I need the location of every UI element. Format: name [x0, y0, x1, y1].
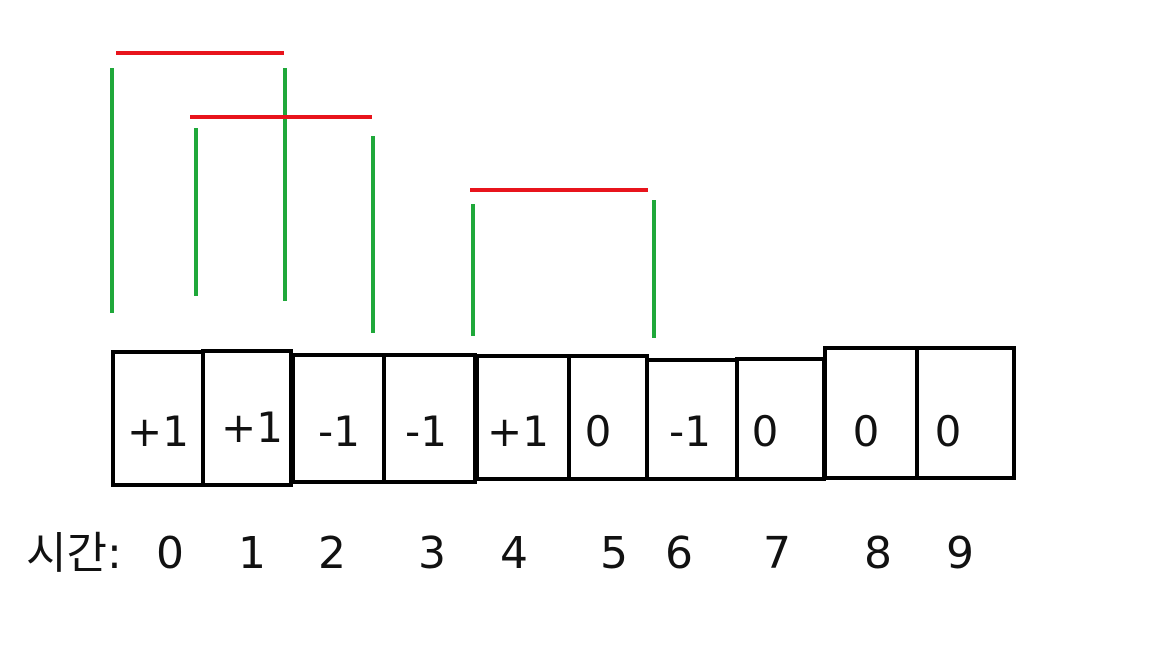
cell-2: -1 [291, 353, 386, 484]
cell-3-value: -1 [405, 407, 447, 456]
cell-2-value: -1 [318, 407, 360, 456]
cell-9: 0 [915, 346, 1016, 480]
time-tick-0: 0 [156, 528, 184, 579]
time-tick-7: 7 [763, 528, 791, 579]
cell-8: 0 [823, 346, 919, 480]
cell-5: 0 [567, 354, 649, 481]
cell-6: -1 [645, 358, 739, 481]
time-tick-3: 3 [418, 528, 446, 579]
cell-0: +1 [111, 350, 205, 487]
cell-1-value: +1 [221, 403, 283, 452]
interval-3 [470, 188, 656, 338]
time-tick-2: 2 [318, 528, 346, 579]
time-label: 시간: [26, 528, 122, 579]
cell-5-value: 0 [585, 407, 612, 456]
interval-2 [190, 115, 375, 333]
cell-0-value: +1 [127, 407, 189, 456]
cell-1: +1 [201, 349, 293, 487]
cell-4-value: +1 [487, 407, 549, 456]
time-tick-9: 9 [946, 528, 974, 579]
cell-7-value: 0 [752, 407, 779, 456]
interval-1 [110, 51, 287, 313]
time-tick-1: 1 [238, 528, 266, 579]
time-tick-5: 5 [600, 528, 628, 579]
cell-6-value: -1 [669, 407, 711, 456]
cell-row: +1 +1 -1 -1 +1 0 -1 0 [111, 346, 1016, 487]
cell-9-box [915, 346, 1016, 480]
cell-4: +1 [475, 354, 571, 481]
time-axis: 시간: 0 1 2 3 4 5 6 7 8 9 [26, 528, 974, 579]
time-tick-6: 6 [665, 528, 693, 579]
time-tick-8: 8 [864, 528, 892, 579]
cell-3: -1 [382, 353, 477, 484]
time-tick-4: 4 [500, 528, 528, 579]
cell-7-box [735, 357, 826, 481]
cell-7: 0 [735, 357, 826, 481]
cell-8-value: 0 [853, 407, 880, 456]
cell-9-value: 0 [935, 407, 962, 456]
